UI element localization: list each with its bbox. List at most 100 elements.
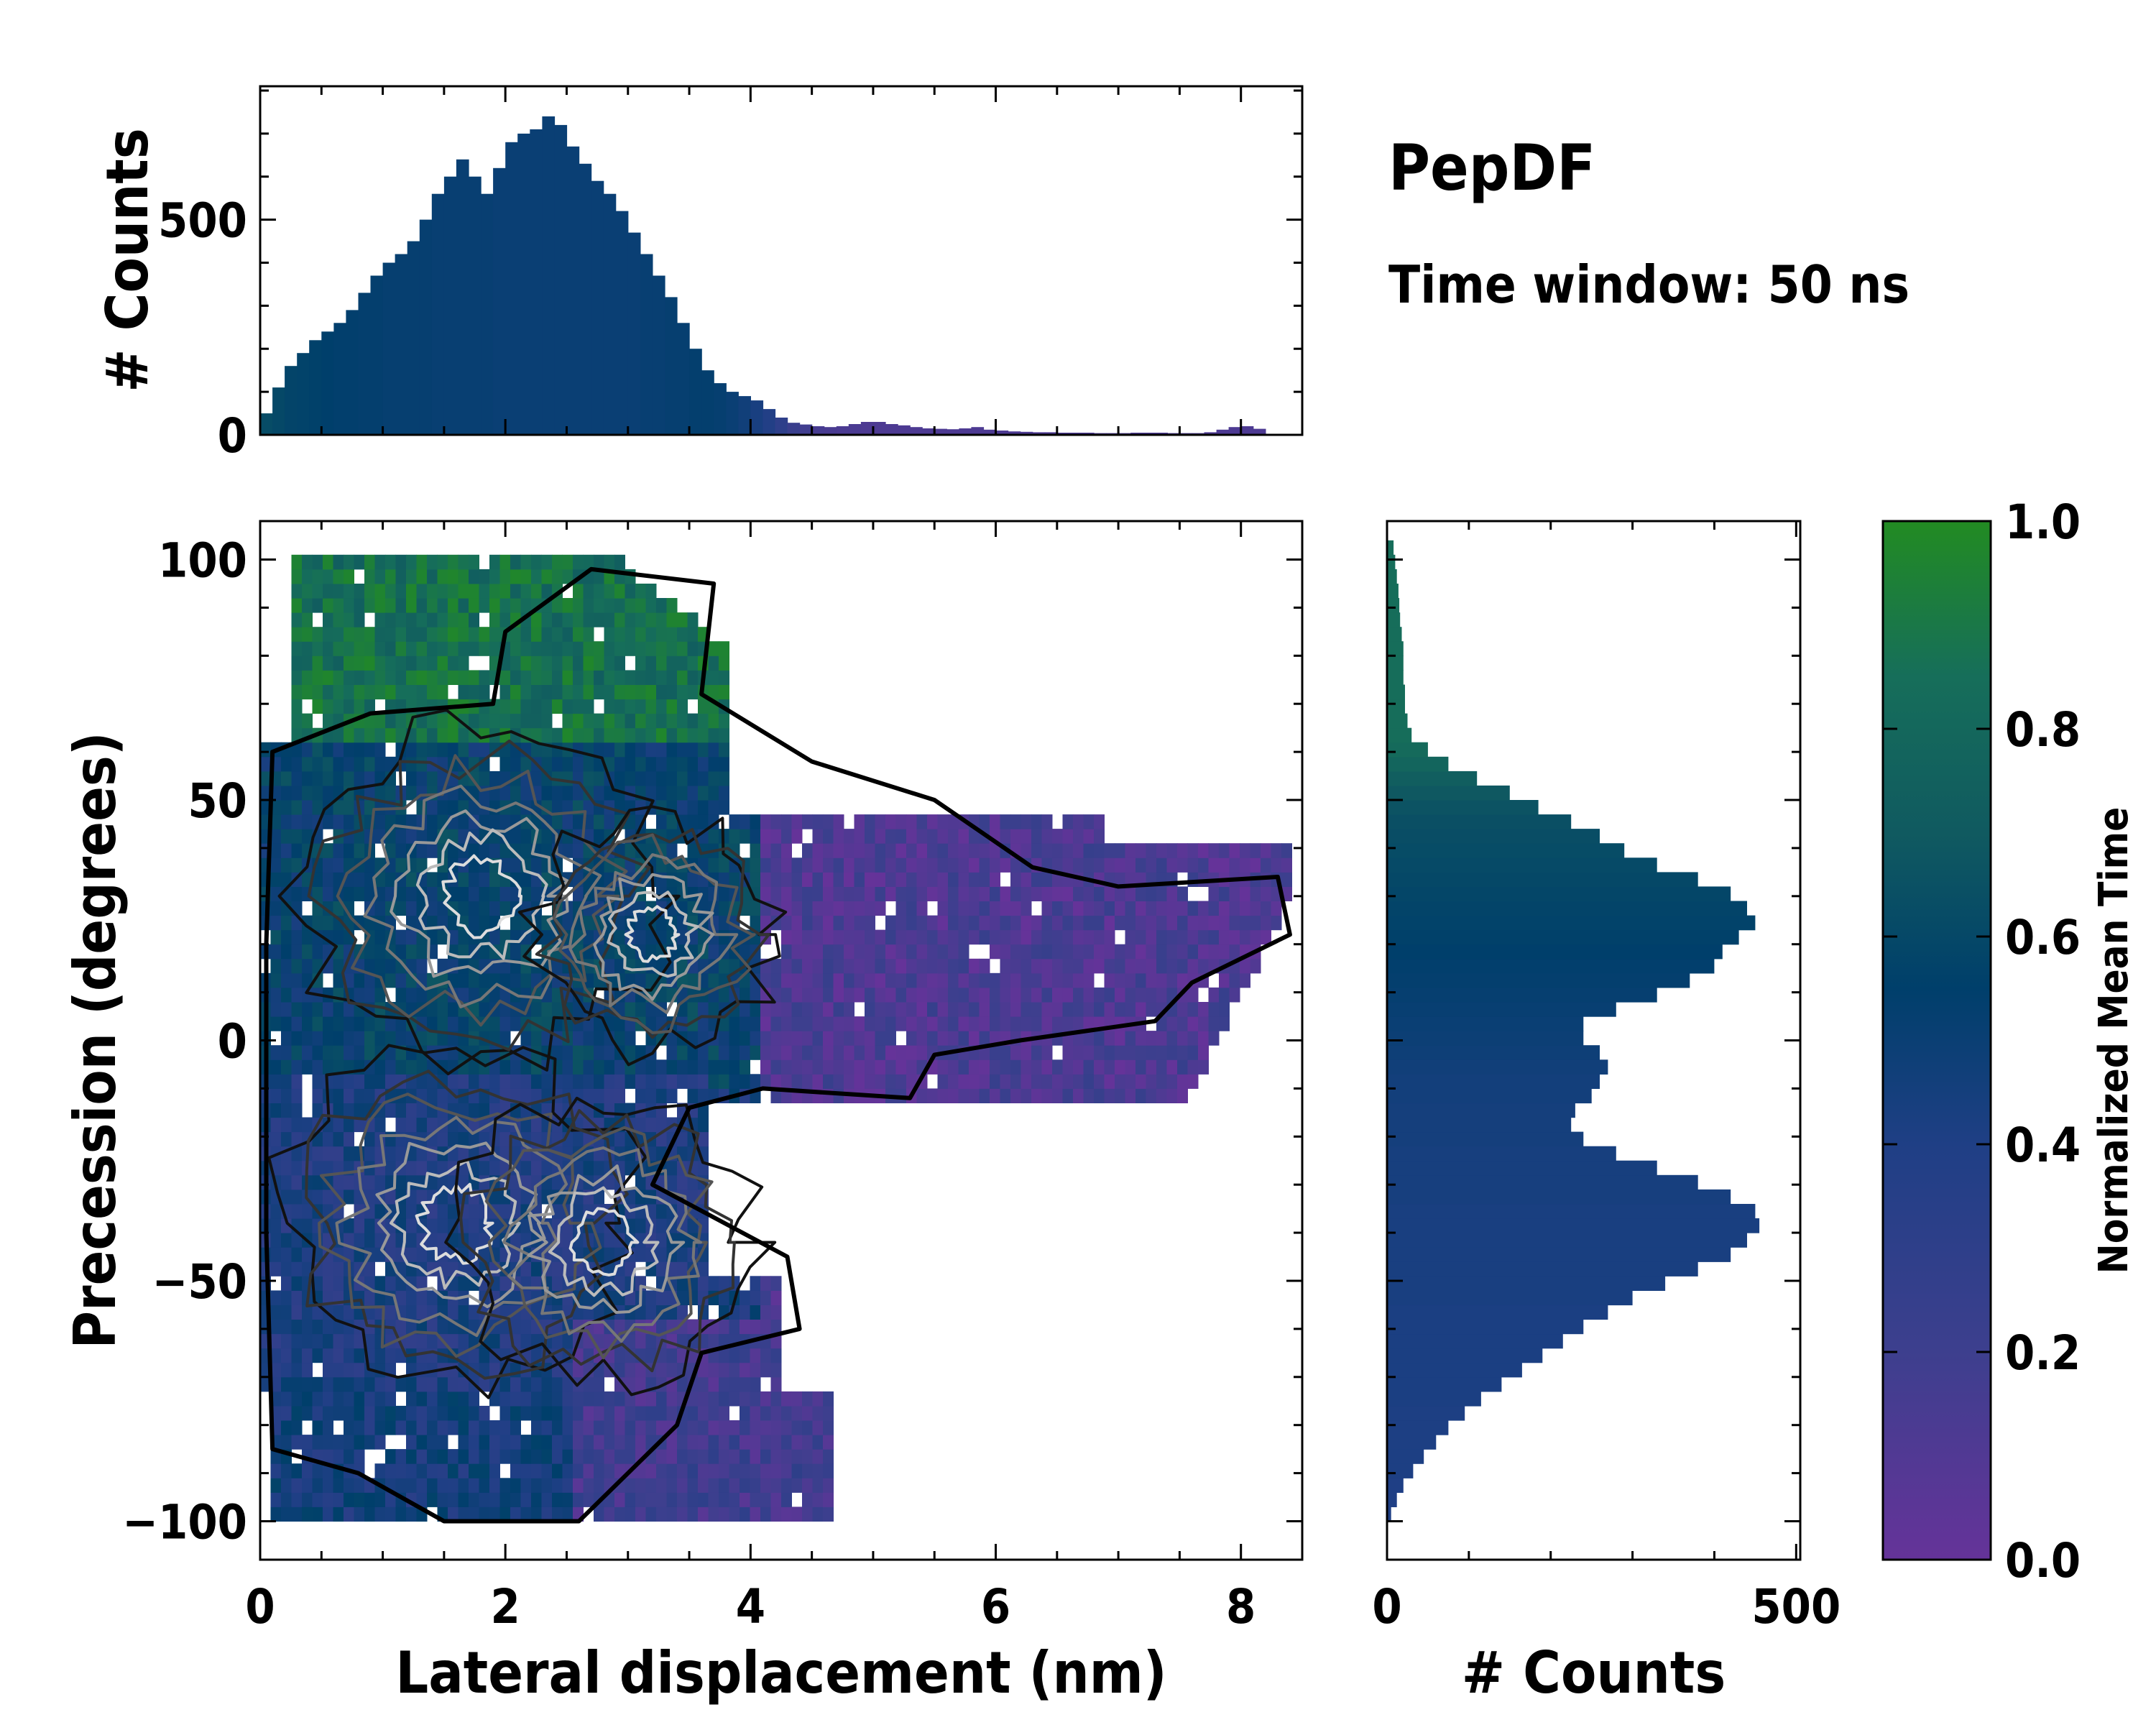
heatmap-cell — [541, 1391, 553, 1407]
heatmap-cell — [1083, 944, 1095, 960]
heatmap-cell — [312, 1189, 323, 1205]
heatmap-cell — [729, 1492, 740, 1507]
heatmap-cell — [458, 1492, 469, 1507]
heatmap-cell — [1166, 1059, 1178, 1075]
density-contour — [336, 754, 628, 1027]
heatmap-cell — [948, 915, 959, 931]
heatmap-cell — [479, 627, 490, 642]
heatmap-cell — [354, 627, 365, 642]
heatmap-cell — [416, 1276, 428, 1291]
heatmap-cell — [1083, 901, 1095, 916]
right-hist-panel — [1386, 520, 1802, 1561]
heatmap-cell — [802, 1492, 813, 1507]
heatmap-cell — [374, 886, 386, 901]
heatmap-cell — [656, 1405, 667, 1421]
heatmap-cell — [499, 785, 511, 801]
heatmap-cell — [448, 1376, 459, 1392]
heatmap-cell — [854, 1059, 865, 1075]
heatmap-cell — [552, 554, 563, 570]
heatmap-cell — [645, 1463, 657, 1478]
heatmap-cell — [781, 1478, 792, 1493]
heatmap-cell — [1166, 972, 1178, 988]
heatmap-cell — [469, 1319, 479, 1335]
heatmap-cell — [302, 1435, 313, 1450]
heatmap-cell — [1166, 1031, 1178, 1046]
heatmap-cell — [1031, 1016, 1042, 1031]
heatmap-cell — [573, 1449, 584, 1464]
heatmap-cell — [395, 958, 407, 974]
heatmap-cell — [833, 1059, 844, 1075]
heatmap-cell — [510, 641, 521, 656]
heatmap-cell — [791, 872, 803, 887]
heatmap-cell — [729, 1362, 740, 1378]
heatmap-cell — [469, 742, 479, 758]
heatmap-cell — [635, 742, 646, 758]
heatmap-cell — [354, 699, 365, 714]
heatmap-cell — [541, 756, 553, 772]
heatmap-cell — [677, 684, 688, 700]
heatmap-cell — [1052, 1002, 1063, 1017]
heatmap-cell — [1104, 929, 1115, 945]
heatmap-cell — [791, 987, 803, 1003]
heatmap-cell — [312, 699, 323, 714]
heatmap-cell — [458, 641, 469, 656]
heatmap-cell — [573, 1420, 584, 1435]
heatmap-cell — [1041, 901, 1053, 916]
heatmap-cell — [656, 1088, 667, 1103]
heatmap-cell — [323, 1420, 333, 1435]
heatmap-cell — [573, 641, 584, 656]
heatmap-cell — [385, 713, 396, 729]
heatmap-cell — [750, 1016, 761, 1031]
heatmap-cell — [552, 1420, 563, 1435]
heatmap-cell — [312, 756, 323, 772]
heatmap-cell — [323, 915, 333, 931]
heatmap-cell — [740, 1376, 750, 1392]
heatmap-cell — [374, 569, 386, 584]
heatmap-cell — [395, 1449, 407, 1464]
heatmap-cell — [270, 1492, 282, 1507]
heatmap-cell — [385, 1405, 396, 1421]
heatmap-cell — [573, 598, 584, 613]
heatmap-cell — [666, 684, 678, 700]
heatmap-cell — [437, 584, 448, 599]
heatmap-cell — [302, 929, 313, 945]
heatmap-cell — [750, 1463, 761, 1478]
heatmap-cell — [489, 1160, 500, 1176]
heatmap-cell — [1041, 958, 1053, 974]
top-hist-bar — [677, 323, 690, 435]
heatmap-cell — [385, 1189, 396, 1205]
heatmap-cell — [937, 872, 949, 887]
heatmap-cell — [510, 1233, 521, 1248]
heatmap-cell — [281, 1059, 292, 1075]
heatmap-cell — [552, 1174, 563, 1190]
heatmap-cell — [719, 857, 729, 873]
heatmap-cell — [312, 800, 323, 815]
heatmap-cell — [656, 670, 667, 685]
colorbar-tick-label: 0.6 — [2005, 910, 2081, 965]
heatmap-cell — [1052, 1059, 1063, 1075]
heatmap-cell — [937, 958, 949, 974]
heatmap-cell — [708, 1059, 719, 1075]
heatmap-cell — [708, 800, 719, 815]
heatmap-cell — [541, 1074, 553, 1089]
heatmap-cell — [531, 569, 542, 584]
heatmap-cell — [291, 1031, 303, 1046]
heatmap-cell — [885, 1016, 896, 1031]
heatmap-cell — [760, 1319, 771, 1335]
heatmap-cell — [541, 554, 553, 570]
heatmap-cell — [427, 1002, 438, 1017]
heatmap-cell — [906, 872, 917, 887]
heatmap-cell — [740, 1435, 750, 1450]
heatmap-cell — [573, 727, 584, 743]
heatmap-cell — [1094, 1059, 1105, 1075]
heatmap-cell — [927, 814, 938, 829]
heatmap-cell — [750, 1405, 761, 1421]
heatmap-cell — [875, 1045, 886, 1060]
heatmap-cell — [895, 987, 907, 1003]
heatmap-cell — [291, 1233, 303, 1248]
heatmap-cell — [604, 598, 615, 613]
heatmap-cell — [875, 1059, 886, 1075]
heatmap-cell — [541, 1478, 553, 1493]
heatmap-cell — [708, 641, 719, 656]
heatmap-cell — [823, 1449, 834, 1464]
